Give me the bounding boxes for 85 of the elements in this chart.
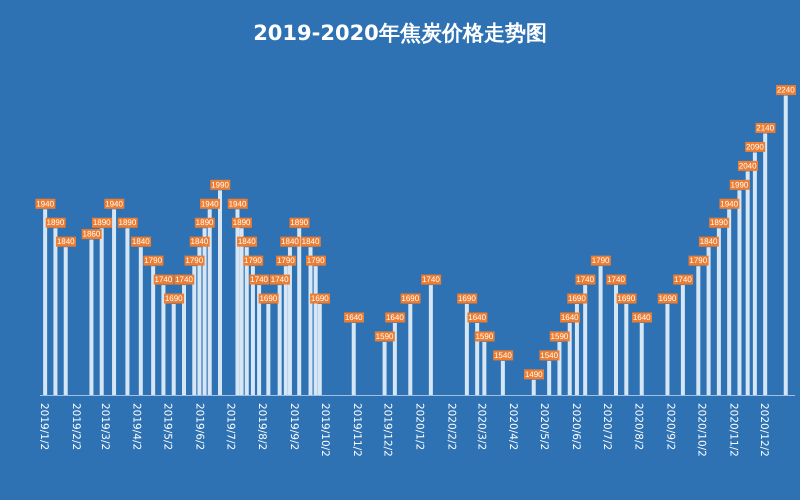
x-tick-label: 2020/9/2: [664, 403, 677, 450]
data-label: 2140: [756, 123, 775, 132]
x-tick-label: 2020/6/2: [570, 403, 582, 450]
data-label: 1640: [468, 312, 487, 322]
data-label: 1890: [196, 218, 214, 228]
data-label: 1940: [200, 199, 220, 208]
data-label: 1890: [232, 218, 252, 228]
data-label: 1840: [238, 237, 256, 246]
data-label: 1790: [276, 256, 296, 266]
data-label: 1740: [250, 275, 269, 284]
data-label: 1640: [344, 312, 364, 322]
data-label: 1740: [576, 275, 595, 284]
data-label: 1590: [475, 332, 494, 341]
data-label: 1640: [632, 312, 652, 322]
data-label: 1690: [568, 294, 586, 304]
data-label: 1690: [310, 294, 330, 304]
data-label: 1690: [164, 294, 184, 304]
x-tick-label: 2019/2/2: [70, 403, 82, 450]
data-label: 1690: [458, 294, 476, 304]
x-tick-label: 2020/11/2: [727, 403, 740, 457]
data-label: 1790: [144, 256, 163, 266]
x-tick-label: 2019/8/2: [256, 403, 268, 450]
x-tick-label: 2020/7/2: [600, 403, 613, 450]
data-label: 1690: [259, 294, 278, 304]
data-label: 1890: [46, 218, 65, 228]
x-tick-label: 2019/12/2: [382, 403, 394, 457]
data-label: 1590: [376, 332, 394, 341]
data-label: 1890: [92, 218, 112, 228]
x-tick-label: 2020/8/2: [632, 403, 645, 450]
data-label: 1740: [607, 275, 626, 284]
data-label: 1540: [494, 350, 512, 360]
x-tick-label: 2020/1/2: [414, 403, 426, 450]
data-label: 1740: [270, 275, 290, 284]
data-label: 1790: [592, 256, 610, 266]
x-tick-label: 2019/11/2: [350, 403, 363, 457]
x-tick-label: 2020/12/2: [758, 403, 770, 457]
x-tick-label: 2020/2/2: [445, 403, 458, 450]
x-tick-label: 2019/5/2: [162, 403, 174, 450]
data-label: 1790: [244, 256, 262, 266]
data-label: 1990: [730, 180, 749, 190]
data-label: 1860: [82, 230, 101, 239]
data-label: 2090: [746, 142, 764, 152]
data-label: 1940: [720, 199, 739, 208]
data-label: 1940: [36, 199, 55, 208]
data-label: 1840: [700, 237, 718, 246]
data-label: 1690: [401, 294, 420, 304]
x-tick-label: 2019/3/2: [98, 403, 111, 450]
x-tick-label: 2020/4/2: [507, 403, 520, 450]
data-label: 1490: [524, 370, 544, 379]
data-label: 1890: [710, 218, 728, 228]
data-label: 1790: [185, 256, 204, 266]
x-tick-label: 2019/9/2: [288, 403, 300, 450]
x-tick-label: 2020/10/2: [695, 403, 708, 457]
data-label: 1640: [560, 312, 580, 322]
x-tick-label: 2019/1/2: [38, 403, 50, 450]
data-label: 1840: [281, 237, 300, 246]
data-label: 1940: [105, 199, 124, 208]
data-label: 1940: [228, 199, 247, 208]
data-label: 1790: [689, 256, 708, 266]
data-label: 1740: [422, 275, 440, 284]
x-tick-label: 2019/4/2: [130, 403, 143, 450]
data-label: 1590: [550, 332, 569, 341]
x-tick-label: 2020/3/2: [475, 403, 488, 450]
data-label: 1840: [56, 237, 76, 246]
data-label: 1840: [190, 237, 209, 246]
data-label: 1840: [302, 237, 320, 246]
x-tick-label: 2019/6/2: [193, 403, 206, 450]
x-tick-label: 2019/7/2: [224, 403, 236, 450]
data-label: 1990: [211, 180, 230, 190]
data-label: 1890: [118, 218, 137, 228]
x-tick-label: 2019/10/2: [318, 403, 331, 457]
data-label: 1790: [306, 256, 326, 266]
data-label: 1690: [617, 294, 636, 304]
data-label: 1740: [175, 275, 194, 284]
x-tick-label: 2020/5/2: [538, 403, 550, 450]
data-label: 2240: [776, 86, 796, 95]
data-label: 1740: [674, 275, 692, 284]
data-label: 2040: [738, 161, 758, 170]
chart-title: 2019-2020年焦炭价格走势图: [253, 21, 547, 45]
data-label: 1890: [290, 218, 309, 228]
data-label: 1690: [658, 294, 677, 304]
data-label: 1740: [154, 275, 173, 284]
data-label: 1840: [132, 237, 150, 246]
data-label: 1640: [386, 312, 404, 322]
data-label: 1540: [540, 350, 559, 360]
